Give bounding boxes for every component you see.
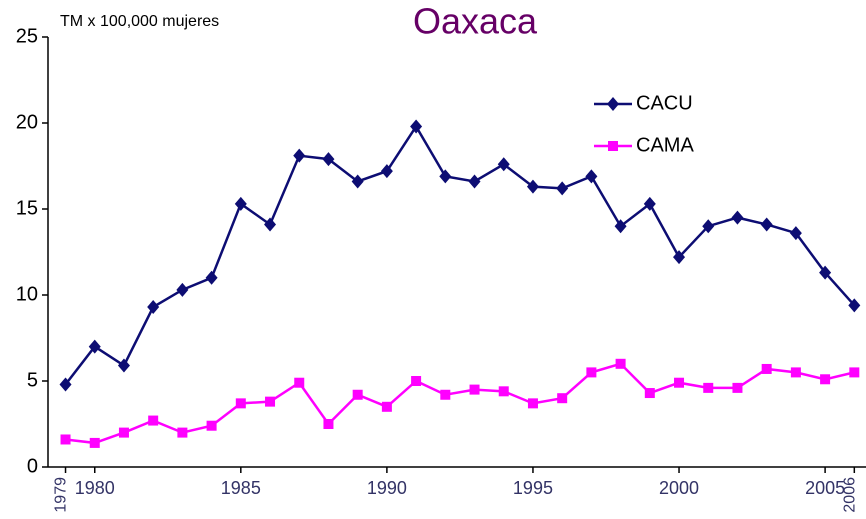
data-point (586, 367, 597, 378)
data-point (88, 339, 101, 354)
data-point (497, 157, 510, 172)
data-point (323, 419, 334, 429)
data-point (147, 300, 160, 315)
data-point (410, 119, 423, 134)
data-point (820, 374, 831, 385)
legend-label: CACU (636, 92, 693, 114)
data-point (527, 398, 538, 409)
y-tick-label: 25 (16, 25, 38, 47)
data-point (351, 174, 364, 189)
data-point (60, 434, 71, 445)
y-axis-label: TM x 100,000 mujeres (60, 13, 219, 30)
data-point (468, 174, 481, 189)
y-tick-label: 10 (16, 283, 38, 305)
data-point (615, 358, 626, 369)
y-tick-label: 20 (16, 111, 38, 133)
data-point (148, 415, 159, 426)
data-point (411, 376, 422, 386)
data-point (118, 427, 129, 438)
data-point (674, 377, 685, 388)
x-tick-label: 1995 (513, 478, 553, 498)
data-point (644, 388, 655, 399)
data-point (381, 401, 392, 412)
x-tick-label: 1990 (367, 478, 407, 498)
data-point (469, 384, 480, 395)
legend-marker (608, 141, 618, 151)
data-point (234, 196, 247, 211)
data-point (673, 250, 686, 265)
data-point (439, 169, 452, 184)
data-point (731, 210, 744, 225)
data-point (703, 382, 714, 393)
data-point (380, 164, 393, 179)
data-point (643, 196, 656, 211)
data-point (557, 393, 568, 404)
y-tick-label: 0 (27, 455, 38, 477)
data-point (264, 217, 277, 232)
data-point (760, 217, 773, 232)
data-point (556, 181, 569, 196)
data-point (789, 226, 802, 241)
data-point (819, 265, 832, 280)
x-tick-label: 1985 (221, 478, 261, 498)
series-line (65, 362, 855, 445)
x-tick-label: 2000 (659, 478, 699, 498)
y-tick-label: 5 (27, 369, 38, 391)
data-point (322, 152, 335, 167)
data-point (702, 219, 715, 234)
x-tick-label: 1979 (53, 477, 70, 513)
data-point (176, 282, 189, 297)
chart-title: Oaxaca (413, 1, 538, 42)
data-point (848, 298, 861, 313)
data-point (205, 270, 218, 285)
data-point (526, 179, 539, 194)
x-tick-label: 2005 (805, 478, 845, 498)
x-tick-label: 2006 (842, 477, 859, 513)
data-point (614, 219, 627, 234)
data-point (265, 396, 276, 407)
data-point (732, 382, 743, 393)
data-point (498, 386, 509, 397)
data-point (761, 363, 772, 374)
data-point (117, 358, 130, 373)
data-point (206, 420, 217, 431)
data-point (89, 437, 100, 448)
series-line (64, 124, 856, 386)
legend-marker (607, 97, 619, 111)
data-point (177, 427, 188, 438)
data-point (790, 367, 801, 378)
y-tick-label: 15 (16, 197, 38, 219)
data-point (585, 169, 598, 184)
data-point (235, 398, 246, 409)
legend-label: CAMA (636, 134, 694, 156)
x-tick-label: 1980 (75, 478, 115, 498)
data-point (440, 389, 451, 400)
data-point (294, 377, 305, 388)
data-point (352, 389, 363, 400)
data-point (849, 367, 860, 378)
data-point (293, 148, 306, 163)
data-point (59, 377, 72, 392)
